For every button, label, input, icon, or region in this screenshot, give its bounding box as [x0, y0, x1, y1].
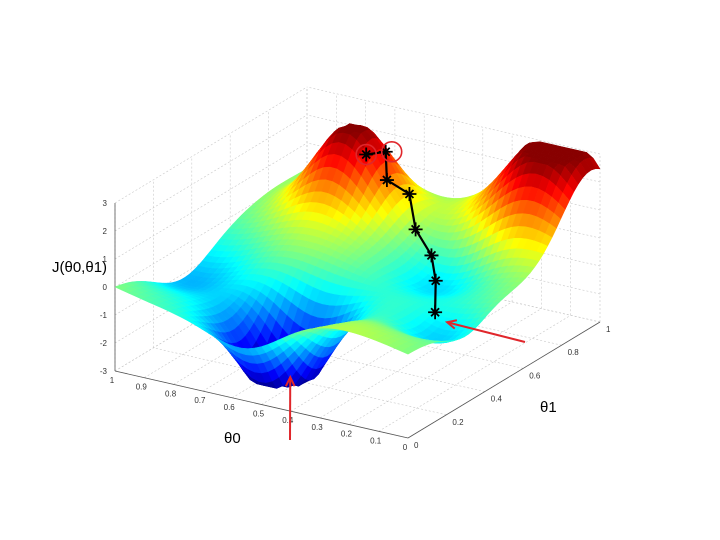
y-tick-label: 0.2: [452, 418, 464, 427]
grid-line: [349, 308, 542, 425]
z-tick-label: -2: [100, 339, 108, 348]
x-tick-label: 0.2: [341, 430, 353, 439]
z-tick-label: 1: [103, 255, 108, 264]
x-tick-label: 1: [110, 376, 115, 385]
y-tick-label: 0.6: [529, 371, 541, 380]
x-tick-label: 0.3: [312, 423, 324, 432]
z-axis-label: J(θ0,θ1): [52, 259, 107, 276]
end-circle: [380, 140, 403, 163]
grid-line: [114, 114, 308, 232]
x-tick-label: 0.7: [194, 396, 206, 405]
start-arrow-head: [444, 319, 458, 330]
path-star: [424, 248, 439, 263]
axis-line: [114, 370, 409, 439]
x-tick-label: 0.8: [165, 389, 177, 398]
x-tick-label: 0.5: [253, 410, 265, 419]
y-tick-label: 0.4: [491, 395, 503, 404]
grid-line: [114, 170, 308, 288]
z-tick-label: -3: [100, 367, 108, 376]
y-tick-label: 0: [414, 441, 419, 450]
grid-line: [114, 142, 308, 260]
cost-surface: [114, 123, 601, 389]
axis-line: [407, 321, 601, 439]
z-tick-label: -1: [100, 311, 108, 320]
y-tick-label: 0.8: [568, 348, 580, 357]
x-tick-label: 0.6: [224, 403, 236, 412]
z-tick-label: 2: [103, 227, 108, 236]
grid-line: [319, 301, 513, 419]
grid-line: [114, 86, 308, 204]
x-tick-label: 0.1: [370, 436, 382, 445]
y-axis-label: θ1: [540, 399, 557, 416]
grid-line: [290, 294, 483, 412]
z-tick-label: 0: [103, 283, 108, 292]
z-tick-label: 3: [103, 199, 108, 208]
start-arrow: [446, 321, 526, 343]
x-tick-label: 0.9: [136, 383, 148, 392]
path-star: [379, 173, 394, 188]
x-tick-label: 0: [403, 443, 408, 452]
path-star: [402, 187, 417, 201]
grid-line: [378, 315, 571, 432]
y-tick-label: 1: [606, 325, 611, 334]
minimum-arrow-head: [284, 374, 296, 387]
x-axis-label: θ0: [224, 430, 241, 447]
path-star: [378, 144, 393, 159]
end-circle: [355, 143, 378, 166]
x-tick-label: 0.4: [282, 416, 294, 425]
path-star: [408, 222, 423, 237]
descent-path: [359, 144, 443, 320]
path-star: [359, 147, 374, 162]
path-star: [428, 273, 443, 288]
axis-ticks: 3210-1-2-310.90.80.70.60.50.40.30.20.101…: [100, 199, 611, 452]
annotations: [284, 140, 526, 441]
path-star: [428, 305, 443, 320]
surface-patch: [400, 348, 413, 355]
